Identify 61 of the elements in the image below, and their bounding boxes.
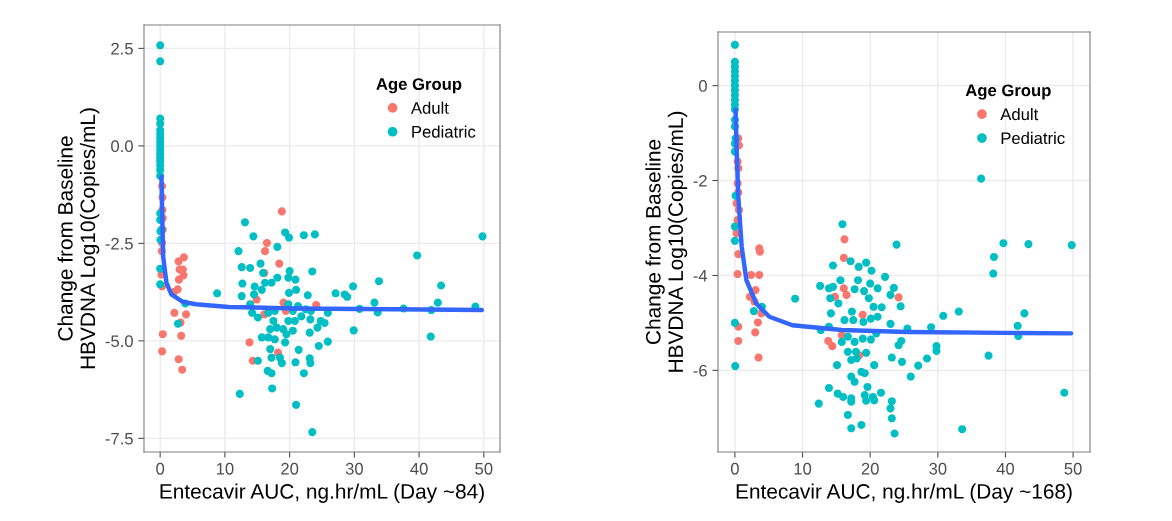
point: [275, 259, 284, 268]
y-tick-label: -2: [693, 174, 707, 187]
y-tick-label: -6: [693, 364, 707, 377]
x-tick-label: 10: [216, 462, 234, 475]
point: [839, 284, 848, 293]
point: [179, 253, 188, 262]
y-axis-title: Change from Baseline HBVDNA Log10(Copies/mL): [645, 111, 688, 372]
x-tick-label: 0: [156, 462, 165, 475]
x-axis-title: Entecavir AUC, ng.hr/mL (Day ~84): [160, 483, 484, 503]
x-tick-label: 50: [1064, 462, 1082, 475]
x-axis-title: Entecavir AUC, ng.hr/mL (Day ~168): [736, 483, 1072, 503]
x-tick-label: 40: [996, 462, 1015, 475]
x-tick-label: 0: [730, 462, 739, 475]
y-axis-title: Change from Baseline HBVDNA Log10(Copies/mL): [57, 108, 100, 369]
point: [245, 338, 254, 347]
point: [828, 342, 837, 351]
x-tick-label: 30: [929, 462, 947, 475]
point: [747, 270, 756, 280]
x-tick-label: 50: [475, 462, 493, 475]
point: [734, 336, 743, 345]
point: [755, 270, 764, 280]
point: [173, 285, 182, 294]
point: [842, 290, 851, 299]
x-tick-label: 20: [861, 462, 879, 475]
point: [751, 328, 760, 337]
point: [174, 355, 183, 364]
point: [858, 310, 867, 319]
point: [170, 308, 179, 317]
point: [839, 253, 848, 262]
point: [158, 347, 167, 356]
point: [277, 207, 286, 216]
legend-label: Adult: [1000, 107, 1039, 121]
point: [754, 353, 763, 362]
legend-label: Adult: [410, 101, 449, 114]
legend-label: Pediatric: [412, 125, 476, 138]
point: [158, 330, 167, 339]
x-tick-label: 40: [410, 462, 428, 475]
y-tick-label: 0.0: [111, 140, 133, 153]
point: [733, 269, 742, 279]
point: [840, 235, 849, 244]
y-tick-label: -5.0: [105, 335, 133, 348]
legend-title: Age Group: [376, 78, 462, 94]
point: [262, 238, 272, 248]
point: [177, 331, 186, 340]
point: [260, 247, 270, 256]
x-tick-label: 10: [794, 462, 812, 475]
x-tick-label: 20: [281, 462, 299, 475]
y-tick-label: -2.5: [105, 237, 133, 250]
point: [179, 271, 188, 280]
point: [894, 293, 903, 302]
point: [182, 310, 191, 319]
x-tick-label: 30: [345, 462, 363, 475]
y-tick-label: 0: [698, 80, 707, 92]
legend-title: Age Group: [965, 84, 1051, 100]
y-tick-label: 2.5: [111, 42, 133, 55]
point: [824, 336, 833, 345]
point: [178, 365, 187, 374]
point: [753, 318, 762, 327]
y-tick-label: -4: [693, 270, 708, 282]
y-tick-label: -7.5: [105, 432, 133, 445]
legend-label: Pediatric: [1001, 131, 1065, 145]
